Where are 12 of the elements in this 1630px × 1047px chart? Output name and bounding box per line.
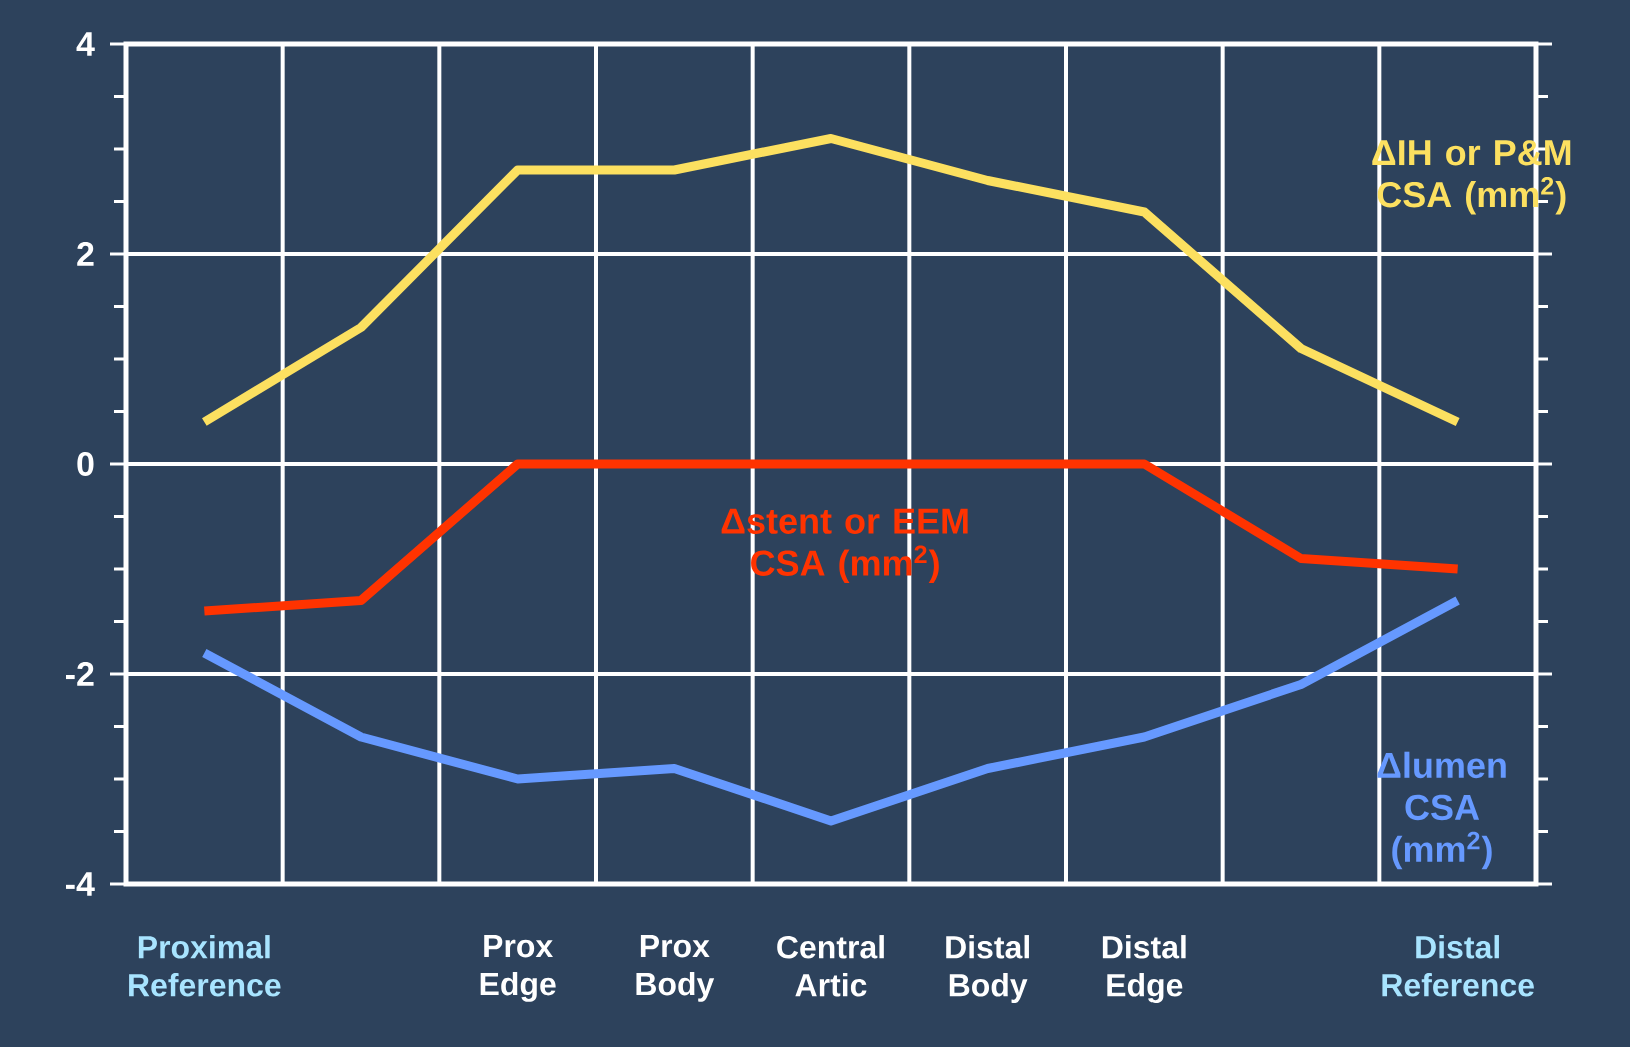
x-tick-label: Prox Edge [480, 935, 556, 1002]
y-tick-label: -2 [66, 662, 94, 686]
x-tick-label: Distal Reference [1382, 935, 1534, 997]
x-tick-label: Distal Edge [1102, 935, 1186, 1004]
y-tick-label: 2 [77, 242, 94, 266]
x-tick-label: Proximal Reference [129, 935, 281, 997]
x-tick-label: Prox Body [636, 935, 715, 1002]
y-tick-label: 4 [76, 32, 95, 56]
y-tick-label: -4 [66, 872, 95, 896]
y-tick-label: 0 [77, 451, 94, 477]
x-tick-label: Central Artic [777, 935, 884, 997]
x-tick-label: Distal Body [946, 935, 1029, 1003]
